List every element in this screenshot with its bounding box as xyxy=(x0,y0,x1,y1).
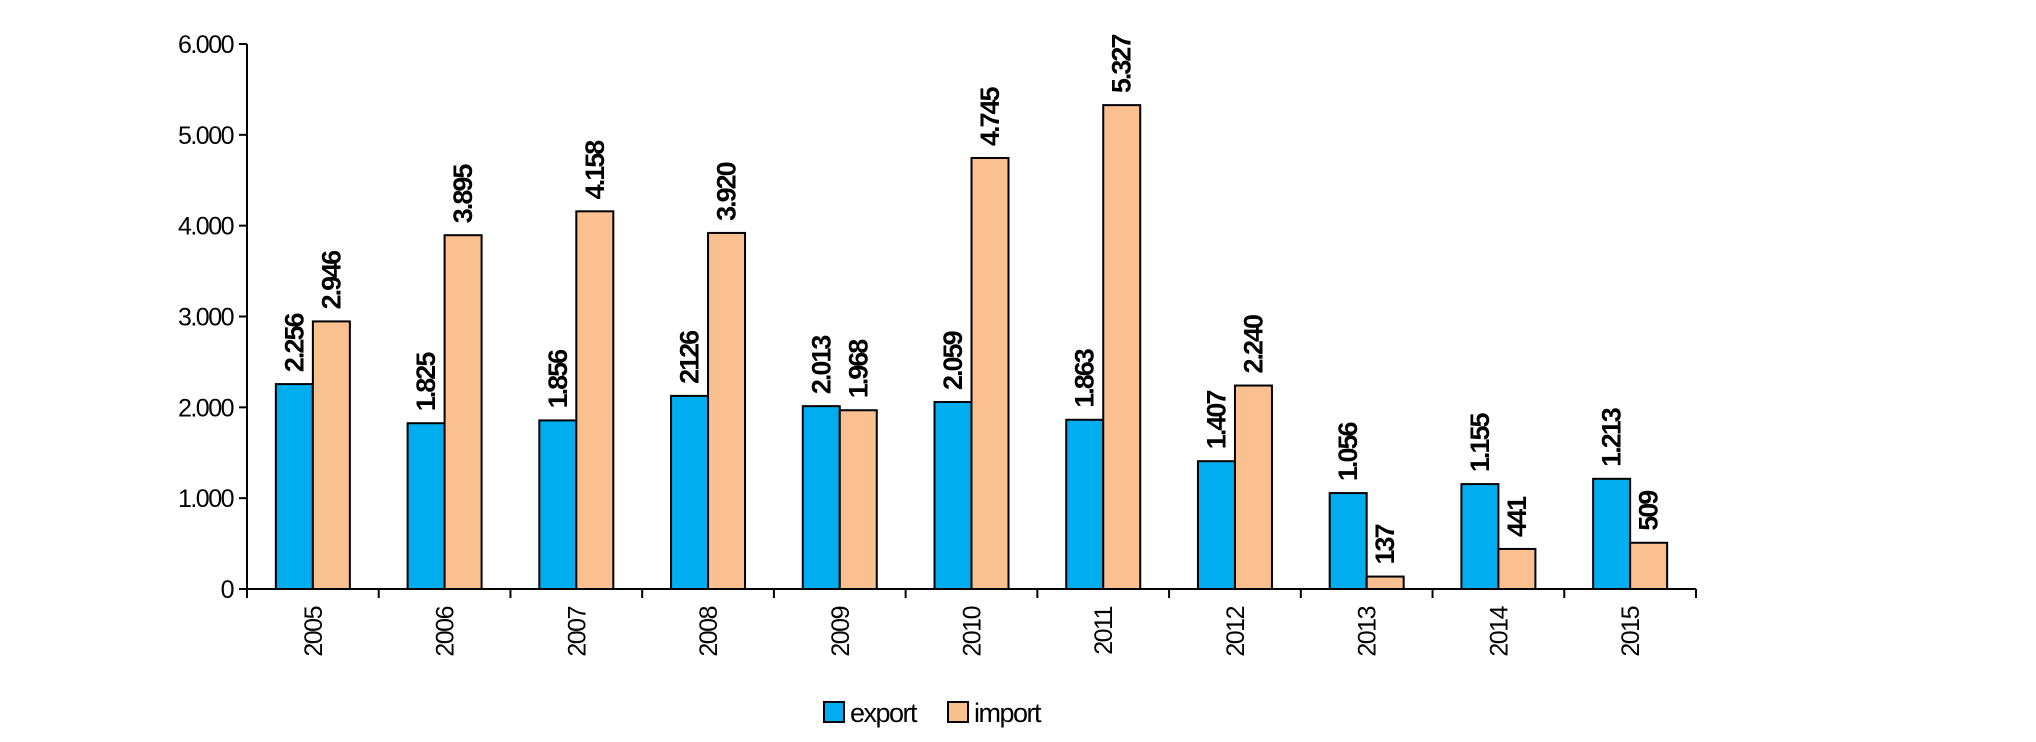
bars xyxy=(274,104,1669,591)
x-tick-label: 2013 xyxy=(1354,606,1382,656)
data-label-export: 1.213 xyxy=(1597,407,1627,467)
legend: export import xyxy=(823,698,1044,728)
data-label-import: 1.968 xyxy=(843,339,873,399)
data-label-import: 137 xyxy=(1370,525,1400,565)
data-label-export: 1.155 xyxy=(1465,413,1495,473)
bar-import xyxy=(838,409,878,590)
data-label-export: 2126 xyxy=(675,330,705,384)
bar-import xyxy=(1365,575,1405,591)
bar-export xyxy=(274,383,314,590)
bar-export xyxy=(538,419,578,590)
legend-label-export: export xyxy=(850,698,918,728)
y-tick-label: 5.000 xyxy=(178,122,234,150)
bar-export xyxy=(670,394,710,590)
bar-import xyxy=(575,210,615,590)
bar-import xyxy=(311,320,351,590)
data-label-import: 4.158 xyxy=(580,140,610,200)
x-tick-label: 2015 xyxy=(1617,606,1645,656)
legend-swatch-import xyxy=(947,701,969,723)
x-tick-label: 2011 xyxy=(1090,606,1118,654)
data-label-import: 2.240 xyxy=(1238,315,1268,374)
data-label-import: 441 xyxy=(1502,496,1532,537)
x-tick-label: 2005 xyxy=(300,606,328,656)
data-label-export: 1.856 xyxy=(543,349,573,409)
data-label-export: 1.407 xyxy=(1201,391,1231,450)
data-label-export: 1.825 xyxy=(411,352,441,412)
data-label-import: 5.327 xyxy=(1107,35,1137,94)
x-tick-label: 2014 xyxy=(1485,605,1513,656)
legend-swatch-export xyxy=(823,701,845,723)
y-tick-label: 6.000 xyxy=(178,31,234,59)
data-label-import: 3.895 xyxy=(448,164,478,224)
bar-export xyxy=(1065,418,1105,590)
bar-export xyxy=(1328,492,1368,590)
y-tick-label: 1.000 xyxy=(178,485,234,513)
data-label-export: 1.863 xyxy=(1070,348,1100,408)
bar-export xyxy=(933,400,973,590)
bar-import xyxy=(707,231,747,591)
data-label-export: 2.013 xyxy=(806,335,836,395)
bar-import xyxy=(1233,384,1273,590)
x-tick-label: 2006 xyxy=(432,606,460,656)
data-label-import: 3.920 xyxy=(712,162,742,221)
data-label-import: 4.745 xyxy=(975,86,1005,146)
data-label-import: 2.946 xyxy=(316,250,346,310)
bar-export xyxy=(801,405,841,590)
bar-import xyxy=(1629,541,1669,590)
x-tick-label: 2009 xyxy=(827,606,855,656)
bar-import xyxy=(1497,547,1537,591)
y-tick-label: 0 xyxy=(221,576,234,604)
bar-import xyxy=(970,156,1010,591)
x-tick-label: 2010 xyxy=(959,606,987,656)
y-tick-label: 3.000 xyxy=(178,304,234,332)
bar-export xyxy=(1592,477,1632,590)
bar-export xyxy=(406,422,446,590)
x-tick-label: 2008 xyxy=(695,606,723,656)
y-tick-label: 4.000 xyxy=(178,213,234,241)
bar-export xyxy=(1460,483,1500,590)
data-label-export: 2.256 xyxy=(279,313,309,373)
x-tick-label: 2012 xyxy=(1222,606,1250,656)
y-tick-label: 2.000 xyxy=(178,394,234,422)
y-axis: 0 1.000 2.000 3.000 4.000 5.000 6.000 xyxy=(178,31,248,604)
bar-import xyxy=(1102,104,1142,591)
legend-label-import: import xyxy=(974,698,1042,728)
bar-import xyxy=(443,234,483,590)
data-label-import: 509 xyxy=(1634,490,1664,531)
data-label-export: 2.059 xyxy=(938,330,968,390)
x-axis: 2005 2006 2007 2008 2009 2010 2011 2012 2013 2014… xyxy=(246,588,1697,657)
x-tick-label: 2007 xyxy=(563,606,591,656)
data-label-export: 1.056 xyxy=(1333,422,1363,482)
bar-export xyxy=(1196,460,1236,591)
